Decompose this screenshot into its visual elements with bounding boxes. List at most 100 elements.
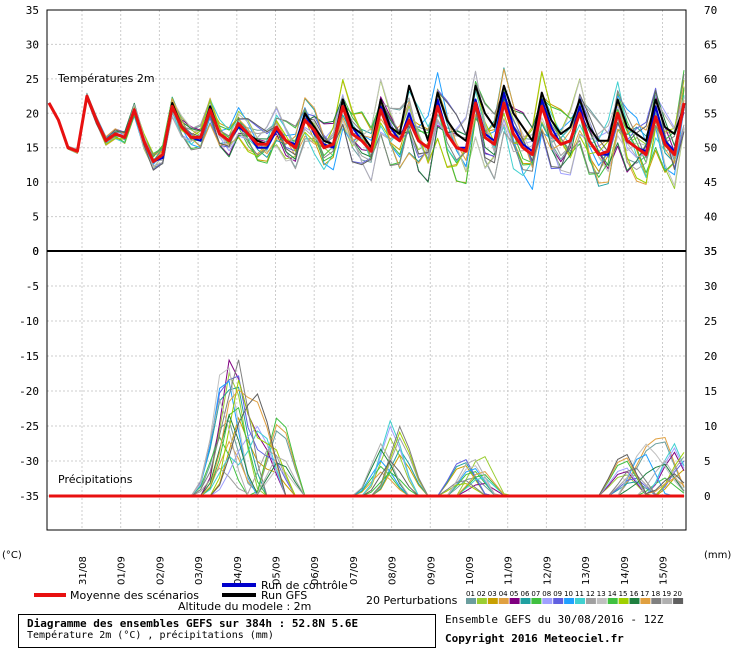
temp-left-tick: 15	[26, 142, 39, 155]
temp-left-tick: 25	[26, 73, 39, 86]
precip-left-tick: -30	[19, 455, 39, 468]
footer-subtitle: Température 2m (°C) , précipitations (mm…	[27, 630, 274, 641]
precip-perturbation-line	[49, 397, 685, 497]
perturbation-swatch	[585, 598, 596, 604]
footer-title: Diagramme des ensembles GEFS sur 384h : …	[27, 617, 359, 630]
perturbation-swatch	[466, 598, 476, 604]
grid	[47, 9, 686, 530]
perturbation-id-label: 04	[499, 590, 508, 598]
date-label: 06/09	[310, 556, 321, 585]
legend-gfs-label: Run GFS	[261, 589, 307, 602]
precip-left-tick: -25	[19, 420, 39, 433]
precip-panel-label: Précipitations	[58, 473, 133, 486]
precip-left-tick: -5	[26, 280, 39, 293]
temp-left-tick: 35	[26, 4, 39, 17]
perturbation-id-label: 18	[651, 590, 660, 598]
perturbation-swatch	[651, 598, 662, 604]
perturbation-id-label: 19	[662, 590, 671, 598]
precip-right-tick: 10	[704, 420, 717, 433]
date-label: 12/09	[542, 556, 553, 585]
precip-right-tick: 25	[704, 315, 717, 328]
precip-right-tick: 15	[704, 385, 717, 398]
perturbation-id-label: 17	[640, 590, 649, 598]
perturbation-swatch	[662, 598, 673, 604]
perturbation-swatch	[596, 598, 607, 604]
date-label: 01/09	[117, 556, 128, 585]
perturbation-id-label: 08	[542, 590, 551, 598]
temp-left-tick: 0	[32, 245, 39, 258]
perturbation-id-label: 01	[466, 590, 475, 598]
legend-altitude-label: Altitude du modele : 2m	[178, 600, 311, 613]
perturbation-id-label: 05	[510, 590, 519, 598]
precip-right-tick: 5	[704, 455, 711, 468]
temp-right-tick: 60	[704, 73, 717, 86]
precip-perturbation-line	[49, 389, 685, 497]
unit-right: (mm)	[704, 550, 731, 561]
perturbation-swatch	[553, 598, 564, 604]
date-label: 10/09	[465, 556, 476, 585]
run-info: Ensemble GEFS du 30/08/2016 - 12Z	[445, 613, 664, 626]
precip-right-tick: 0	[704, 490, 711, 503]
perturbation-swatch	[618, 598, 629, 604]
perturbation-line	[48, 78, 685, 187]
perturbation-swatch	[673, 598, 684, 604]
temp-left-tick: 20	[26, 107, 39, 120]
precip-left-tick: -20	[19, 385, 39, 398]
footer-box: Diagramme des ensembles GEFS sur 384h : …	[18, 614, 436, 648]
temp-right-tick: 70	[704, 4, 717, 17]
precip-perturbation-line	[49, 417, 685, 497]
temp-left-tick: 30	[26, 38, 39, 51]
main-lines	[47, 84, 686, 498]
perturbation-swatch	[520, 598, 531, 604]
perturbation-id-label: 10	[564, 590, 573, 598]
perturbation-swatch	[542, 598, 553, 604]
perturbation-id-label: 09	[553, 590, 562, 598]
temp-right-tick: 45	[704, 176, 717, 189]
perturbation-swatch	[487, 598, 498, 604]
perturbation-id-label: 06	[521, 590, 530, 598]
legend-control-label: Run de contrôle	[261, 579, 348, 592]
precip-left-tick: -15	[19, 350, 39, 363]
date-label: 11/09	[504, 556, 515, 585]
temp-left-tick: 5	[32, 211, 39, 224]
temp-right-tick: 40	[704, 211, 717, 224]
precip-left-tick: -10	[19, 315, 39, 328]
legend-mean-label: Moyenne des scénarios	[70, 589, 199, 602]
unit-left: (°C)	[2, 550, 22, 561]
perturbation-swatch	[531, 598, 542, 604]
perturbation-id-label: 07	[531, 590, 540, 598]
perturbation-swatch	[629, 598, 640, 604]
perturbation-id-label: 16	[630, 590, 639, 598]
temp-right-tick: 55	[704, 107, 717, 120]
mean-line	[47, 94, 686, 163]
perturbation-id-label: 03	[488, 590, 497, 598]
perturbation-id-label: 14	[608, 590, 617, 598]
date-label: 02/09	[155, 556, 166, 585]
date-label: 13/09	[581, 556, 592, 585]
perturbation-id-label: 15	[619, 590, 628, 598]
temp-right-tick: 50	[704, 142, 717, 155]
temp-right-tick: 35	[704, 245, 717, 258]
copyright: Copyright 2016 Meteociel.fr	[445, 632, 624, 645]
perturbation-id-label: 11	[575, 590, 584, 598]
perturbation-id-label: 13	[597, 590, 606, 598]
date-label: 14/09	[620, 556, 631, 585]
perturbation-id-label: 12	[586, 590, 595, 598]
temp-right-tick: 65	[704, 38, 717, 51]
precip-perturbation-line	[49, 393, 685, 497]
precip-right-tick: 35	[704, 245, 717, 258]
precip-right-tick: 20	[704, 350, 717, 363]
date-label: 07/09	[349, 556, 360, 585]
date-label: 15/09	[659, 556, 670, 585]
precip-right-tick: 30	[704, 280, 717, 293]
precip-frame	[46, 250, 687, 531]
legend-perturbations-label: 20 Perturbations	[366, 594, 458, 607]
precip-left-tick: 0	[32, 245, 39, 258]
date-label: 05/09	[272, 556, 283, 585]
date-label: 04/09	[233, 556, 244, 585]
date-label: 31/08	[78, 556, 89, 585]
perturbation-id-label: 20	[673, 590, 682, 598]
perturbation-line	[48, 81, 685, 179]
